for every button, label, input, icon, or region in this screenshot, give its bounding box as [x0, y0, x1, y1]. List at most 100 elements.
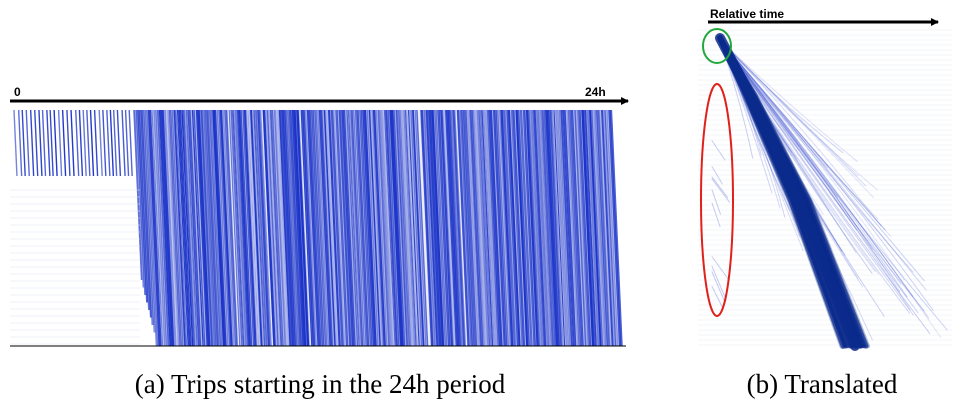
trip-line: [538, 109, 551, 347]
trip-line: [456, 109, 470, 347]
trip-gap: [299, 109, 312, 347]
trip-line: [570, 109, 584, 347]
trip-line: [124, 109, 130, 177]
trip-line: [383, 109, 396, 347]
translated-trip: [719, 39, 911, 310]
trip-line: [400, 109, 413, 347]
trip-line: [563, 109, 577, 347]
trip-line: [458, 109, 471, 347]
trip-line: [556, 109, 569, 347]
trip-line: [583, 109, 596, 347]
trip-line: [508, 109, 521, 347]
trip-line: [590, 109, 603, 347]
translated-trip: [719, 39, 908, 298]
trip-line: [374, 109, 388, 347]
translated-trip: [719, 39, 927, 291]
trip-line: [134, 109, 145, 288]
trip-line: [488, 109, 502, 347]
trip-line: [393, 109, 407, 347]
translated-trip: [711, 256, 730, 281]
trip-line: [490, 109, 503, 347]
trip-line: [187, 109, 200, 347]
trip-line: [66, 109, 71, 177]
trip-line: [512, 109, 526, 347]
translated-trip: [711, 202, 721, 228]
trip-line: [61, 109, 67, 177]
translated-trip: [711, 176, 729, 199]
translated-trip: [719, 39, 859, 177]
panel-a-caption: (a) Trips starting in the 24h period: [134, 369, 506, 399]
trip-line: [593, 109, 606, 347]
trip-line: [259, 109, 272, 347]
trip-line: [513, 109, 527, 347]
trip-line: [470, 109, 484, 347]
trip-line: [268, 109, 281, 347]
trip-line: [473, 109, 486, 347]
trip-line: [602, 109, 615, 347]
trip-line: [332, 109, 345, 347]
trip-gap: [455, 109, 468, 347]
trip-line: [598, 109, 611, 347]
trip-line: [295, 109, 308, 347]
translated-trip: [719, 39, 882, 227]
trip-line: [572, 109, 586, 347]
trip-line: [278, 109, 291, 347]
trip-line: [592, 109, 605, 347]
trip-line: [279, 109, 293, 347]
trip-line: [605, 109, 618, 347]
trip-line: [578, 109, 592, 347]
trip-line: [604, 109, 617, 347]
trip-line: [424, 109, 437, 347]
trip-line: [472, 109, 485, 347]
trip-line: [287, 109, 301, 347]
trip-line: [368, 109, 381, 347]
trip-line: [574, 109, 587, 347]
trip-line: [341, 109, 355, 347]
axis-start-label: 0: [14, 85, 21, 99]
trip-line: [155, 109, 169, 347]
translated-trip: [719, 39, 934, 312]
trip-line: [362, 109, 376, 347]
trip-line: [38, 109, 43, 177]
trip-line: [330, 109, 344, 347]
trip-line: [236, 109, 249, 347]
trip-line: [545, 109, 559, 347]
trip-line: [306, 109, 320, 347]
trip-line: [432, 109, 446, 347]
trip-line: [151, 109, 164, 347]
trip-line: [203, 109, 216, 347]
trip-line: [584, 109, 597, 347]
trip-line: [230, 109, 243, 347]
trip-line: [525, 109, 539, 347]
trip-line: [429, 109, 443, 347]
trip-line: [161, 109, 175, 347]
trip-line: [387, 109, 401, 347]
trip-line: [334, 109, 347, 347]
trip-line: [553, 109, 566, 347]
trip-line: [251, 109, 264, 347]
trip-line: [404, 109, 417, 347]
trip-line: [162, 109, 176, 347]
trip-line: [188, 109, 202, 347]
trip-line: [339, 109, 353, 347]
trip-line: [98, 109, 103, 177]
trip-line: [140, 109, 152, 318]
trip-line: [34, 109, 39, 177]
translated-trip: [719, 39, 886, 231]
trip-line: [351, 109, 365, 347]
trip-line: [218, 109, 232, 347]
trip-line: [398, 109, 412, 347]
trip-line: [435, 109, 449, 347]
trip-line: [463, 109, 476, 347]
trip-line: [581, 109, 595, 347]
trip-line: [201, 109, 215, 347]
translated-trips: [711, 33, 948, 351]
trip-line: [506, 109, 520, 347]
trip-line: [255, 109, 269, 347]
trip-line: [296, 109, 310, 347]
trip-line: [289, 109, 302, 347]
trip-line: [253, 109, 266, 347]
trip-line: [421, 109, 434, 347]
trip-line: [219, 109, 233, 347]
trip-line: [291, 109, 305, 347]
